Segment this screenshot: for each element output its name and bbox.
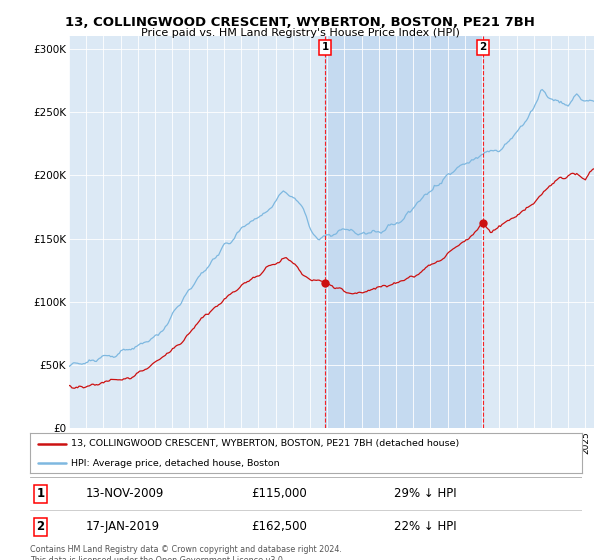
Text: £115,000: £115,000 [251,487,307,500]
Text: HPI: Average price, detached house, Boston: HPI: Average price, detached house, Bost… [71,459,280,468]
Bar [325,36,483,428]
Text: 1: 1 [37,487,45,500]
Text: £162,500: £162,500 [251,520,307,533]
Text: Contains HM Land Registry data © Crown copyright and database right 2024.
This d: Contains HM Land Registry data © Crown c… [30,545,342,560]
Text: 17-JAN-2019: 17-JAN-2019 [85,520,160,533]
Text: 13-NOV-2009: 13-NOV-2009 [85,487,164,500]
Text: 1: 1 [322,43,329,52]
Text: Price paid vs. HM Land Registry's House Price Index (HPI): Price paid vs. HM Land Registry's House … [140,28,460,38]
Text: 13, COLLINGWOOD CRESCENT, WYBERTON, BOSTON, PE21 7BH: 13, COLLINGWOOD CRESCENT, WYBERTON, BOST… [65,16,535,29]
Text: 22% ↓ HPI: 22% ↓ HPI [394,520,457,533]
Text: 29% ↓ HPI: 29% ↓ HPI [394,487,457,500]
Text: 13, COLLINGWOOD CRESCENT, WYBERTON, BOSTON, PE21 7BH (detached house): 13, COLLINGWOOD CRESCENT, WYBERTON, BOST… [71,439,460,448]
Text: 2: 2 [479,43,487,52]
Text: 2: 2 [37,520,45,533]
